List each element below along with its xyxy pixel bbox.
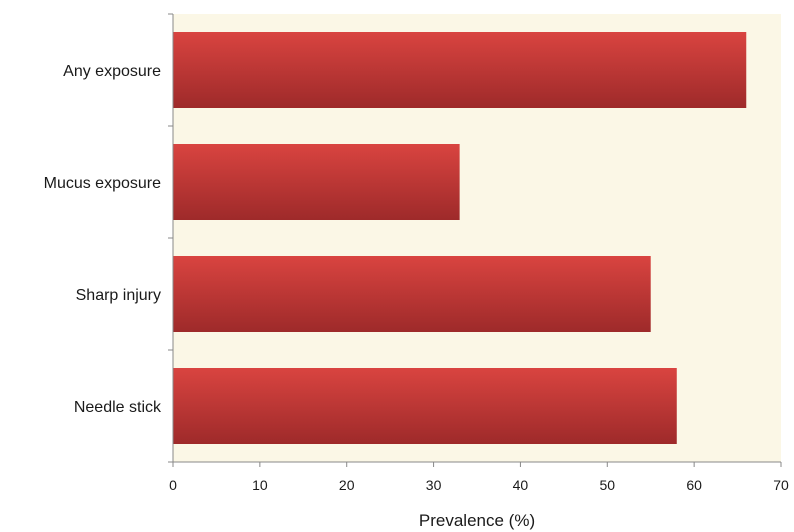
- x-tick-label-30: 30: [426, 477, 442, 493]
- bar-any-exposure: [173, 32, 747, 108]
- x-tick-labels: 0 10 20 30 40 50 60 70: [169, 477, 789, 493]
- x-tick-label-50: 50: [599, 477, 615, 493]
- x-tick-label-10: 10: [252, 477, 268, 493]
- x-axis-title: Prevalence (%): [419, 511, 535, 530]
- category-label-sharp-injury: Sharp injury: [76, 287, 161, 304]
- x-tick-label-40: 40: [513, 477, 529, 493]
- x-tick-label-20: 20: [339, 477, 355, 493]
- x-tick-label-0: 0: [169, 477, 177, 493]
- bars-group: [173, 32, 747, 444]
- bar-needle-stick: [173, 368, 677, 444]
- bar-mucus-exposure: [173, 144, 460, 220]
- x-tick-label-60: 60: [686, 477, 702, 493]
- category-label-needle-stick: Needle stick: [74, 399, 162, 416]
- x-tick-label-70: 70: [773, 477, 789, 493]
- category-labels: Any exposure Mucus exposure Sharp injury Ne…: [44, 63, 162, 416]
- category-label-any-exposure: Any exposure: [63, 63, 161, 80]
- bar-sharp-injury: [173, 256, 651, 332]
- category-label-mucus-exposure: Mucus exposure: [44, 175, 161, 192]
- axes-group: [168, 13, 782, 467]
